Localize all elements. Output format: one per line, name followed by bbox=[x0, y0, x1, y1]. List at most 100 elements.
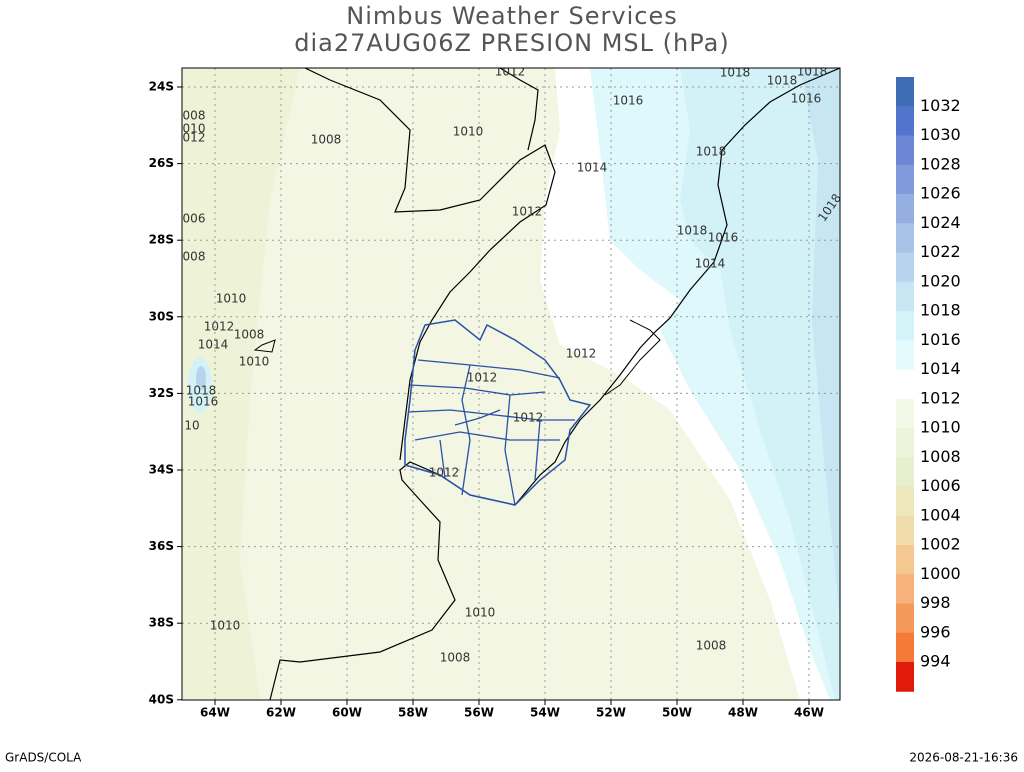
uruguay-border bbox=[404, 319, 592, 506]
colorbar-box bbox=[896, 164, 914, 195]
lon-tick-label: 58W bbox=[398, 706, 428, 720]
lat-tick-label: 24S bbox=[149, 80, 174, 94]
title: Nimbus Weather Services bbox=[346, 2, 677, 30]
colorbar-label: 1006 bbox=[920, 476, 961, 495]
colorbar-label: 1000 bbox=[920, 564, 961, 583]
contour-label: 1008 bbox=[440, 651, 471, 665]
contour-label: 010 bbox=[183, 122, 206, 136]
contour-label: 1012 bbox=[513, 411, 544, 425]
subtitle: dia27AUG06Z PRESION MSL (hPa) bbox=[294, 29, 729, 57]
colorbar-box bbox=[896, 515, 914, 546]
lon-tick-label: 46W bbox=[794, 706, 824, 720]
contour-label: 1016 bbox=[188, 395, 219, 409]
contour-label: 1008 bbox=[696, 639, 727, 653]
contour-label: 1018 bbox=[186, 384, 217, 398]
colorbar-box bbox=[896, 340, 914, 370]
contour-label: 1012 bbox=[566, 347, 597, 361]
border bbox=[499, 68, 539, 151]
contour-label: 1008 bbox=[311, 133, 342, 147]
contour-label: 1012 bbox=[467, 371, 498, 385]
colorbar-label: 1020 bbox=[920, 271, 961, 290]
contour-label: 1010 bbox=[216, 292, 247, 306]
colorbar-label: 1024 bbox=[920, 213, 961, 232]
lon-tick-label: 56W bbox=[464, 706, 494, 720]
colorbar-label: 1012 bbox=[920, 388, 961, 407]
contour-label: 1018 bbox=[767, 74, 798, 88]
lon-tick-label: 62W bbox=[266, 706, 296, 720]
colorbar-box bbox=[896, 281, 914, 312]
colorbar-box bbox=[896, 457, 914, 487]
colorbar-label: 1014 bbox=[920, 359, 961, 378]
lon-tick-label: 50W bbox=[662, 706, 692, 720]
colorbar-box bbox=[896, 486, 914, 517]
footer-left: GrADS/COLA bbox=[5, 751, 82, 765]
lon-tick-label: 52W bbox=[596, 706, 626, 720]
lake bbox=[253, 339, 276, 353]
colorbar-label: 1030 bbox=[920, 125, 961, 144]
lat-tick-label: 40S bbox=[149, 692, 174, 706]
shade-west bbox=[182, 68, 300, 700]
colorbar-box bbox=[896, 311, 914, 341]
river-border bbox=[304, 68, 556, 461]
contour-label: 1014 bbox=[695, 257, 726, 271]
colorbar-label: 1028 bbox=[920, 154, 961, 173]
contour-label: 1010 bbox=[210, 619, 241, 633]
colorbar-box bbox=[896, 662, 914, 692]
contour-label: 1014 bbox=[577, 161, 608, 175]
contour-label: 006 bbox=[183, 212, 206, 226]
colorbar-box bbox=[896, 574, 914, 604]
colorbar-box bbox=[896, 545, 914, 575]
map-frame bbox=[181, 67, 841, 701]
colorbar-label: 1004 bbox=[920, 505, 961, 524]
lon-tick-label: 60W bbox=[332, 706, 362, 720]
contour-label: 1012 bbox=[512, 205, 543, 219]
contour-label: 1010 bbox=[465, 606, 496, 620]
shade-1012 bbox=[540, 68, 830, 700]
colorbar-label: 1002 bbox=[920, 535, 961, 554]
contour-label: 1010 bbox=[239, 355, 270, 369]
colorbar-label: 1010 bbox=[920, 418, 961, 437]
lat-tick-label: 36S bbox=[149, 539, 174, 553]
axes: 24S 26S 28S 30S 32S 34S 36S 38S 40S 64W 62W 60W 58W 5… bbox=[149, 80, 824, 720]
contour-label: 1018 bbox=[797, 65, 828, 79]
lat-tick-label: 32S bbox=[149, 386, 174, 400]
contour-label: 1010 bbox=[453, 125, 484, 139]
contour-label: 1012 bbox=[495, 65, 526, 79]
colorbar-label: 998 bbox=[920, 593, 951, 612]
lat-tick-label: 38S bbox=[149, 616, 174, 630]
colorbar-box bbox=[896, 369, 914, 400]
lon-tick-label: 48W bbox=[728, 706, 758, 720]
colorbar-box bbox=[896, 135, 914, 166]
contour-label: 1018 bbox=[720, 66, 751, 80]
contour-label: 1008 bbox=[234, 328, 265, 342]
colorbar-box bbox=[896, 223, 914, 253]
contour-label: 1018 bbox=[677, 224, 708, 238]
shade-1016 bbox=[680, 68, 840, 700]
lat-tick-label: 28S bbox=[149, 233, 174, 247]
colorbar-box bbox=[896, 632, 914, 663]
contour-label: 1012 bbox=[429, 466, 460, 480]
lat-tick-label: 34S bbox=[149, 463, 174, 477]
contour-label: 008 bbox=[183, 109, 206, 123]
colorbar: 1032 1030 1028 1026 1024 1022 1020 1018 1016 1014… bbox=[896, 77, 961, 692]
colorbar-label: 994 bbox=[920, 652, 951, 671]
grid bbox=[182, 68, 840, 700]
contour-label: 1014 bbox=[198, 338, 229, 352]
colorbar-label: 1008 bbox=[920, 447, 961, 466]
coastline bbox=[269, 68, 840, 700]
footer-right: 2026-08-21-16:36 bbox=[909, 751, 1018, 765]
contour-label: 1016 bbox=[613, 94, 644, 108]
shade-spot bbox=[196, 366, 206, 390]
colorbar-box bbox=[896, 398, 914, 429]
contour-label: 008 bbox=[183, 250, 206, 264]
contour-label: 10 bbox=[184, 419, 199, 433]
colorbar-box bbox=[896, 428, 914, 458]
lat-tick-label: 30S bbox=[149, 309, 174, 323]
colorbar-label: 1016 bbox=[920, 330, 961, 349]
lat-tick-label: 26S bbox=[149, 156, 174, 170]
colorbar-box bbox=[896, 194, 914, 224]
contour-label: 012 bbox=[183, 131, 206, 145]
colorbar-box bbox=[896, 603, 914, 634]
